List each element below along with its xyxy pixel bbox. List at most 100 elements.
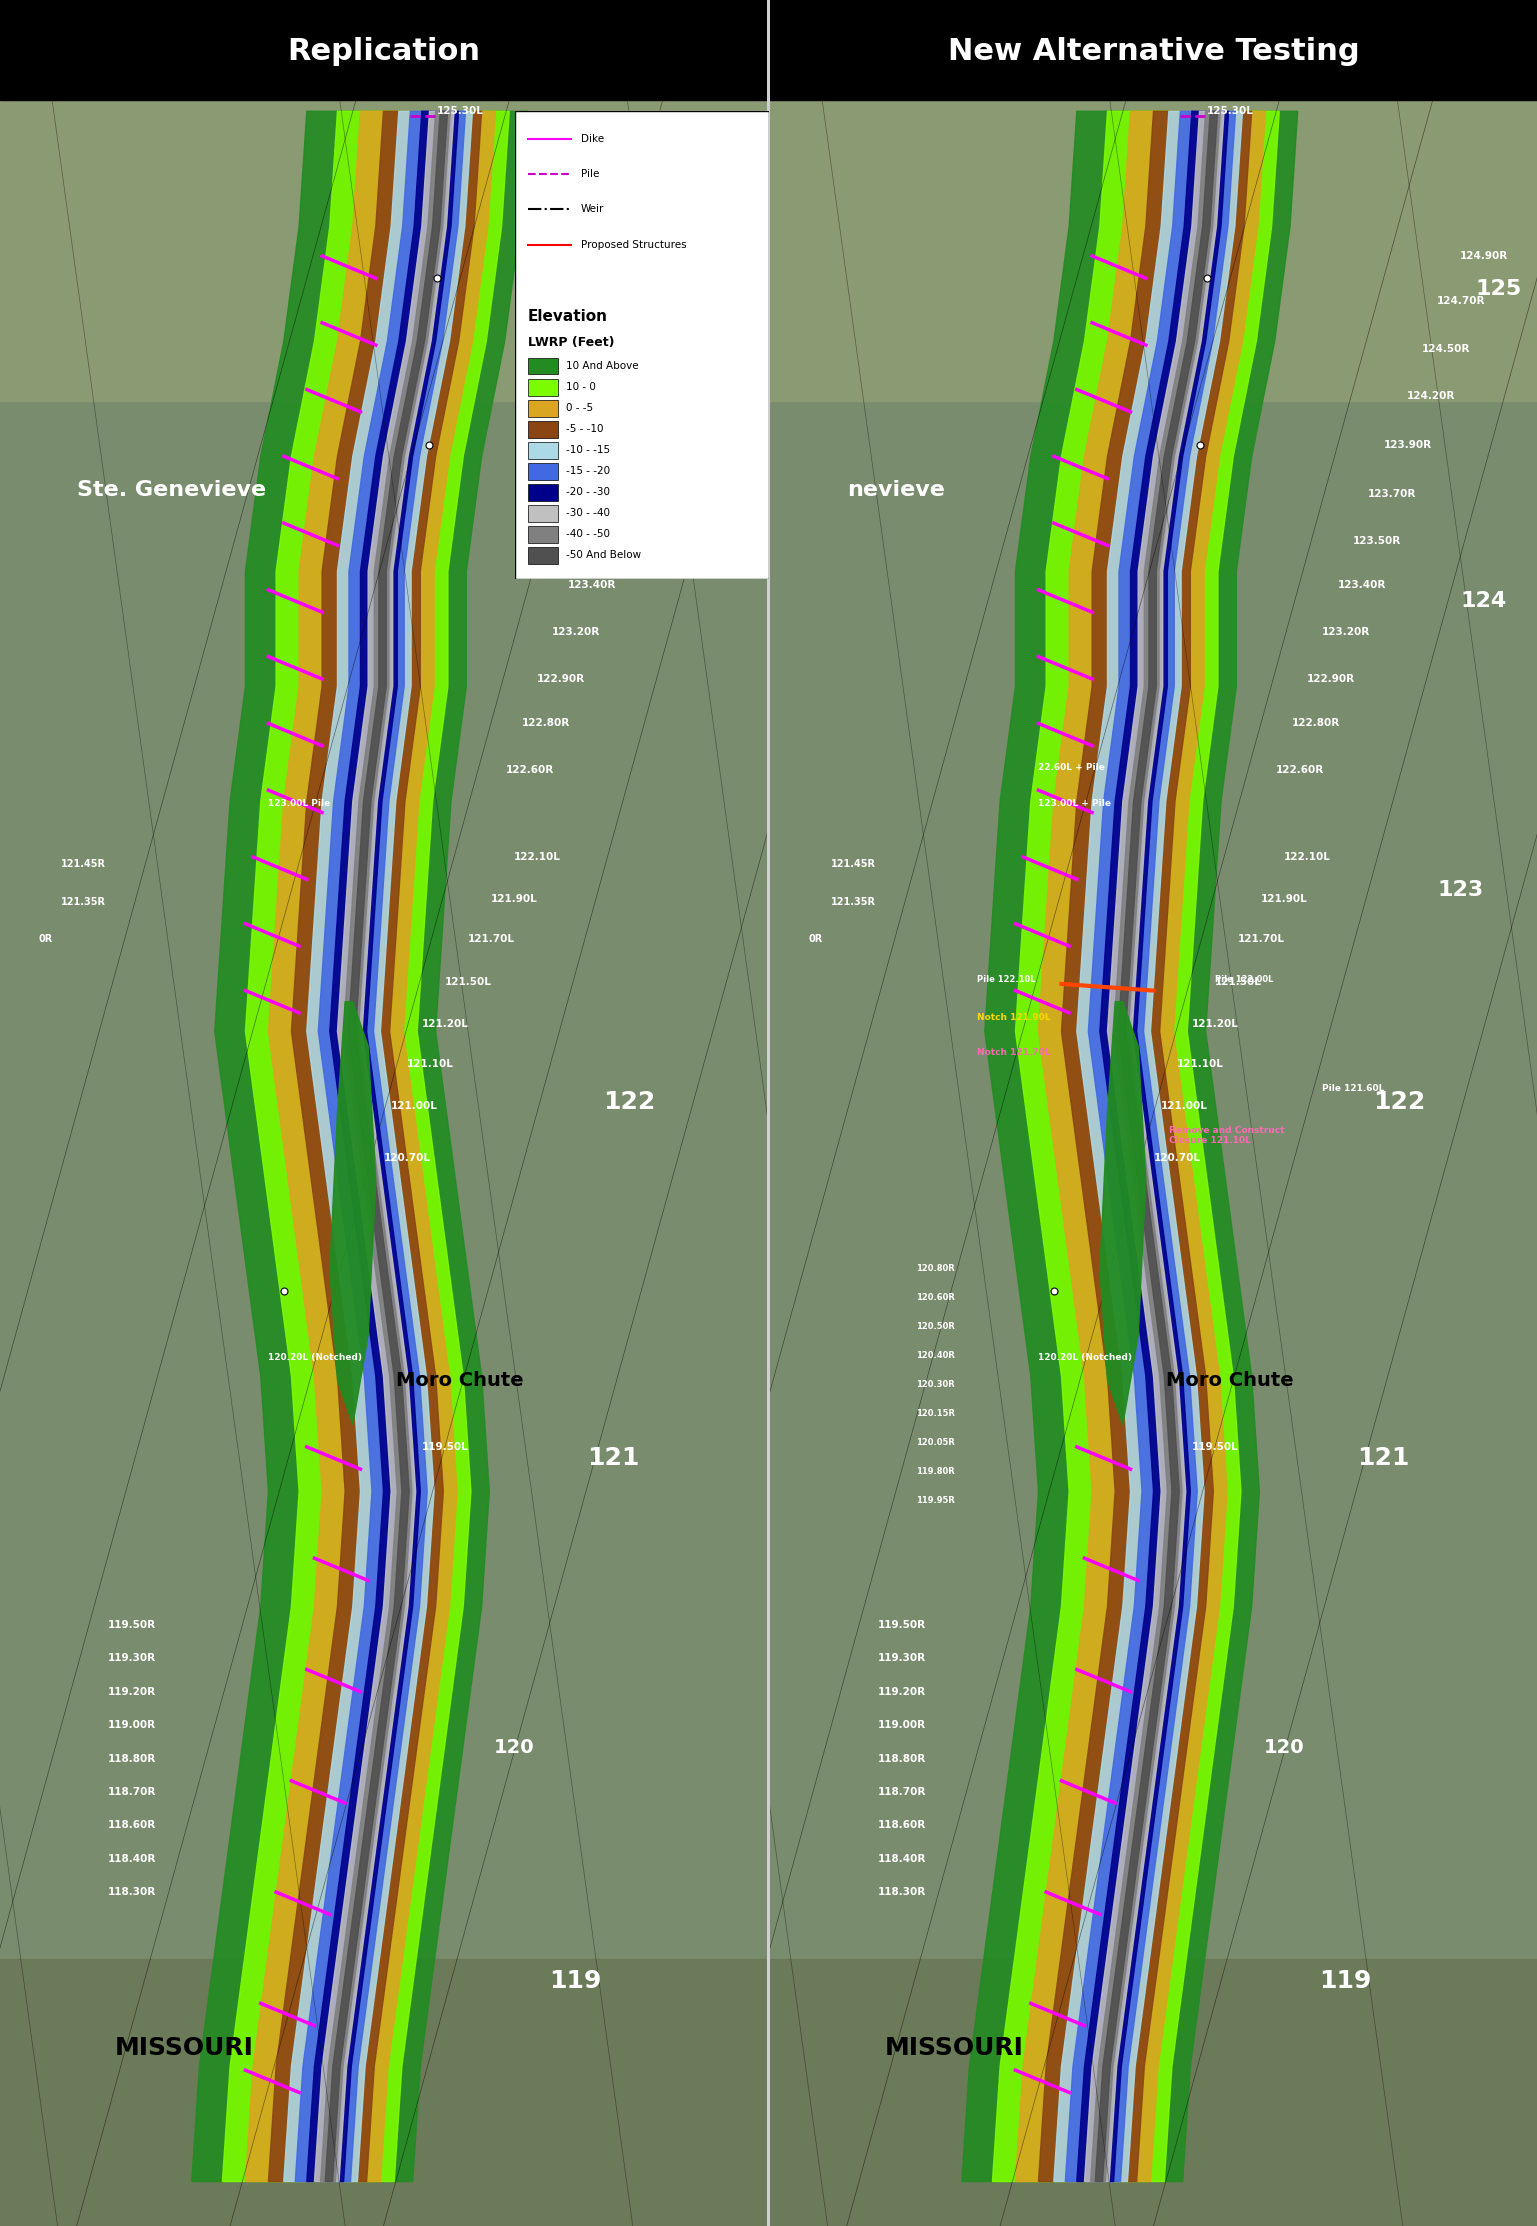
Text: 123.00L + Pile: 123.00L + Pile xyxy=(1039,799,1111,808)
Text: Proposed Structures: Proposed Structures xyxy=(581,240,687,249)
Text: 123.90R: 123.90R xyxy=(1383,441,1432,450)
Text: 119.80R: 119.80R xyxy=(916,1467,954,1476)
Text: 120: 120 xyxy=(1263,1739,1305,1756)
Text: 118.30R: 118.30R xyxy=(878,1888,925,1897)
Text: 119.50L: 119.50L xyxy=(421,1442,469,1451)
Polygon shape xyxy=(246,111,495,2181)
Text: 123.90R: 123.90R xyxy=(613,441,662,450)
Text: 120.20L (Notched): 120.20L (Notched) xyxy=(1039,1353,1133,1362)
Text: Notch 121.70L: Notch 121.70L xyxy=(978,1048,1051,1057)
Text: 118.40R: 118.40R xyxy=(108,1854,155,1863)
Polygon shape xyxy=(1077,111,1228,2181)
Text: 118.80R: 118.80R xyxy=(878,1754,925,1763)
Polygon shape xyxy=(1085,111,1223,2181)
Polygon shape xyxy=(223,111,509,2181)
Polygon shape xyxy=(1100,1002,1147,1425)
Text: 119.50L: 119.50L xyxy=(1191,1442,1239,1451)
Text: 119.50R: 119.50R xyxy=(878,1621,925,1629)
Text: 119.30R: 119.30R xyxy=(108,1654,155,1663)
Text: Pile 121.60L: Pile 121.60L xyxy=(1322,1084,1385,1093)
Text: 0R: 0R xyxy=(38,935,52,944)
Bar xyxy=(0,0,767,401)
Text: 124.20R: 124.20R xyxy=(636,392,686,401)
Text: 122.10L: 122.10L xyxy=(1283,853,1331,861)
Text: -20 - -30: -20 - -30 xyxy=(566,487,610,496)
Text: 118.60R: 118.60R xyxy=(878,1821,925,1830)
Text: 118.30R: 118.30R xyxy=(108,1888,155,1897)
Text: 122.10L: 122.10L xyxy=(513,853,561,861)
Text: 121.00L: 121.00L xyxy=(1160,1102,1208,1111)
Text: 124.90R: 124.90R xyxy=(1460,252,1508,260)
Text: 122.60R: 122.60R xyxy=(506,766,555,775)
Text: 121: 121 xyxy=(1357,1447,1409,1469)
Text: 124: 124 xyxy=(1460,592,1506,610)
Text: Dike: Dike xyxy=(581,134,604,145)
Text: 118.80R: 118.80R xyxy=(108,1754,155,1763)
Text: 121.20L: 121.20L xyxy=(1191,1020,1239,1028)
Polygon shape xyxy=(962,111,1297,2181)
Text: 122.90R: 122.90R xyxy=(1306,674,1356,683)
Text: MISSOURI: MISSOURI xyxy=(115,2037,254,2059)
Text: 121.70L: 121.70L xyxy=(1237,935,1285,944)
Polygon shape xyxy=(192,111,527,2181)
Text: 121.50L: 121.50L xyxy=(444,977,492,986)
Text: 121.20L: 121.20L xyxy=(421,1020,469,1028)
Text: 120.20L (Notched): 120.20L (Notched) xyxy=(269,1353,363,1362)
Text: -40 - -50: -40 - -50 xyxy=(566,530,610,539)
Polygon shape xyxy=(307,111,458,2181)
Text: Moro Chute: Moro Chute xyxy=(397,1371,524,1389)
Text: 121.90L: 121.90L xyxy=(490,895,538,904)
Text: 119.00R: 119.00R xyxy=(878,1721,925,1730)
Bar xyxy=(527,548,558,563)
Text: -5 - -10: -5 - -10 xyxy=(566,425,603,434)
Text: 121.45R: 121.45R xyxy=(832,859,876,868)
Text: 123.20R: 123.20R xyxy=(552,628,601,637)
Text: 121.70L: 121.70L xyxy=(467,935,515,944)
Polygon shape xyxy=(1016,111,1265,2181)
Text: -30 - -40: -30 - -40 xyxy=(566,508,610,519)
Text: 123.50R: 123.50R xyxy=(583,536,632,545)
Polygon shape xyxy=(993,111,1279,2181)
Text: 123.50R: 123.50R xyxy=(1353,536,1402,545)
Text: LWRP (Feet): LWRP (Feet) xyxy=(527,336,615,349)
Text: Replication: Replication xyxy=(287,36,480,67)
Text: Pile: Pile xyxy=(581,169,599,180)
Text: 120.50R: 120.50R xyxy=(916,1322,954,1331)
Text: Pile 122.10L: Pile 122.10L xyxy=(978,975,1036,984)
Text: nevieve: nevieve xyxy=(847,481,945,499)
Text: 124.90R: 124.90R xyxy=(690,252,738,260)
Text: 121.00L: 121.00L xyxy=(390,1102,438,1111)
Polygon shape xyxy=(321,111,450,2181)
Text: 120.15R: 120.15R xyxy=(916,1409,954,1418)
Text: 124.20R: 124.20R xyxy=(1406,392,1456,401)
Text: Remove and Construct
Closure 121.10L: Remove and Construct Closure 121.10L xyxy=(1168,1126,1285,1144)
Text: 22.60L + Pile: 22.60L + Pile xyxy=(1039,764,1105,772)
Text: 123.40R: 123.40R xyxy=(1337,581,1386,590)
Text: 122.80R: 122.80R xyxy=(1291,719,1340,728)
Polygon shape xyxy=(1054,111,1242,2181)
Text: 125.30L: 125.30L xyxy=(437,107,484,116)
Text: -15 - -20: -15 - -20 xyxy=(566,465,610,476)
Text: 120.40R: 120.40R xyxy=(916,1351,954,1360)
Text: 120.05R: 120.05R xyxy=(916,1438,954,1447)
Text: 118.60R: 118.60R xyxy=(108,1821,155,1830)
Text: 123.00L Pile: 123.00L Pile xyxy=(269,799,330,808)
Polygon shape xyxy=(1091,111,1220,2181)
Bar xyxy=(770,0,1537,401)
Text: 10 - 0: 10 - 0 xyxy=(566,383,595,392)
Bar xyxy=(527,463,558,479)
Polygon shape xyxy=(284,111,472,2181)
Text: 119.00R: 119.00R xyxy=(108,1721,155,1730)
Text: 10 And Above: 10 And Above xyxy=(566,361,638,372)
Text: 124.70R: 124.70R xyxy=(1437,296,1486,305)
Text: 118.40R: 118.40R xyxy=(878,1854,925,1863)
Polygon shape xyxy=(315,111,453,2181)
Bar xyxy=(527,358,558,374)
Text: 118.70R: 118.70R xyxy=(878,1787,925,1796)
Bar xyxy=(527,401,558,416)
Text: 123.40R: 123.40R xyxy=(567,581,616,590)
Text: 120.70L: 120.70L xyxy=(1154,1153,1200,1162)
Text: 124.50R: 124.50R xyxy=(1422,345,1471,354)
Polygon shape xyxy=(330,1002,377,1425)
Text: 0 - -5: 0 - -5 xyxy=(566,403,593,414)
